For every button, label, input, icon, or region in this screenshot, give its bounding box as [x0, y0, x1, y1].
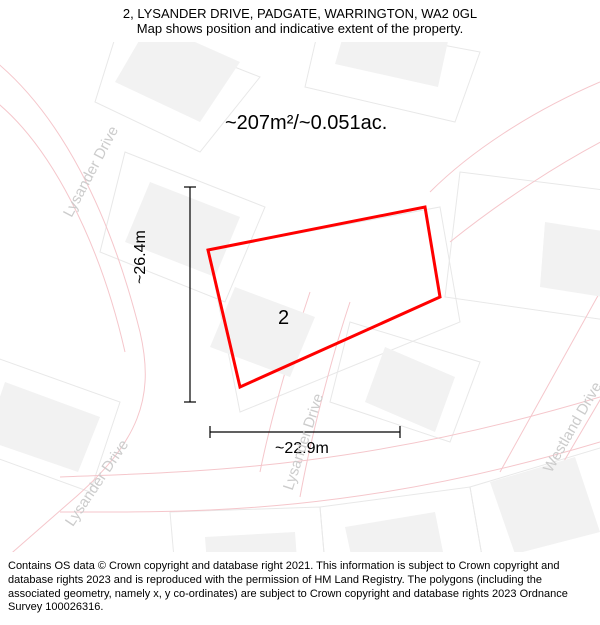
footer-copyright: Contains OS data © Crown copyright and d… [0, 554, 600, 625]
header: 2, LYSANDER DRIVE, PADGATE, WARRINGTON, … [0, 0, 600, 38]
map-area: ~207m²/~0.051ac. 2 ~26.4m ~22.9m Lysande… [0, 42, 600, 552]
house-number: 2 [278, 307, 289, 330]
header-title: 2, LYSANDER DRIVE, PADGATE, WARRINGTON, … [10, 6, 590, 21]
area-label: ~207m²/~0.051ac. [225, 112, 387, 135]
vertical-dimension-label: ~26.4m [132, 230, 150, 284]
header-subtitle: Map shows position and indicative extent… [10, 21, 590, 36]
